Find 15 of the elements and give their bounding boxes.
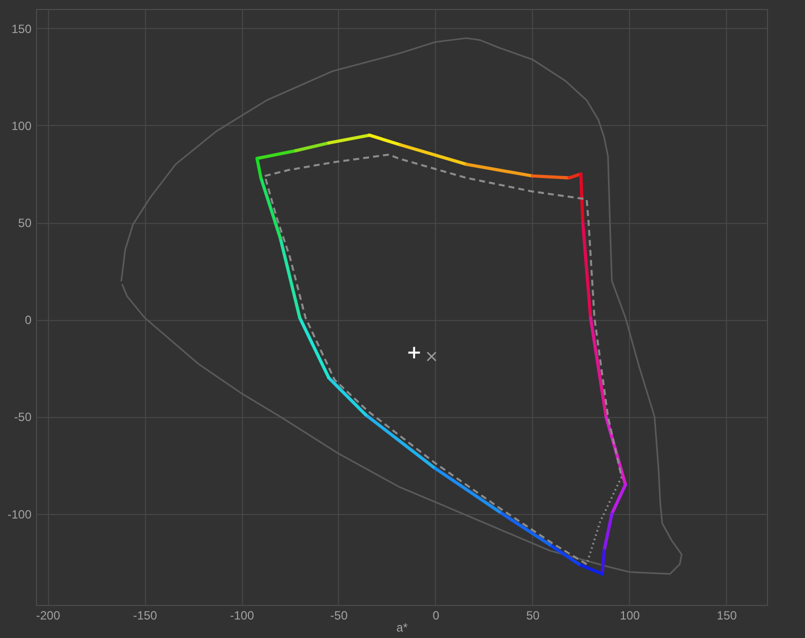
x-axis-title: a* [396, 620, 408, 634]
x-tick-label: -200 [36, 608, 60, 622]
x-tick-label: 50 [526, 608, 540, 622]
x-tick-label: 100 [620, 608, 640, 622]
y-tick-label: -100 [7, 507, 32, 522]
y-tick-label: -50 [14, 410, 32, 424]
x-tick-label: -100 [230, 608, 254, 622]
x-tick-label: 0 [432, 608, 440, 622]
y-tick-label: 150 [11, 22, 32, 36]
y-tick-label: 100 [11, 118, 32, 133]
y-tick-label: 50 [18, 216, 32, 230]
y-tick-label: 0 [24, 313, 32, 328]
x-tick-label: -150 [133, 608, 158, 622]
x-tick-label: 150 [716, 608, 738, 622]
x-tick-label: -50 [330, 608, 348, 622]
